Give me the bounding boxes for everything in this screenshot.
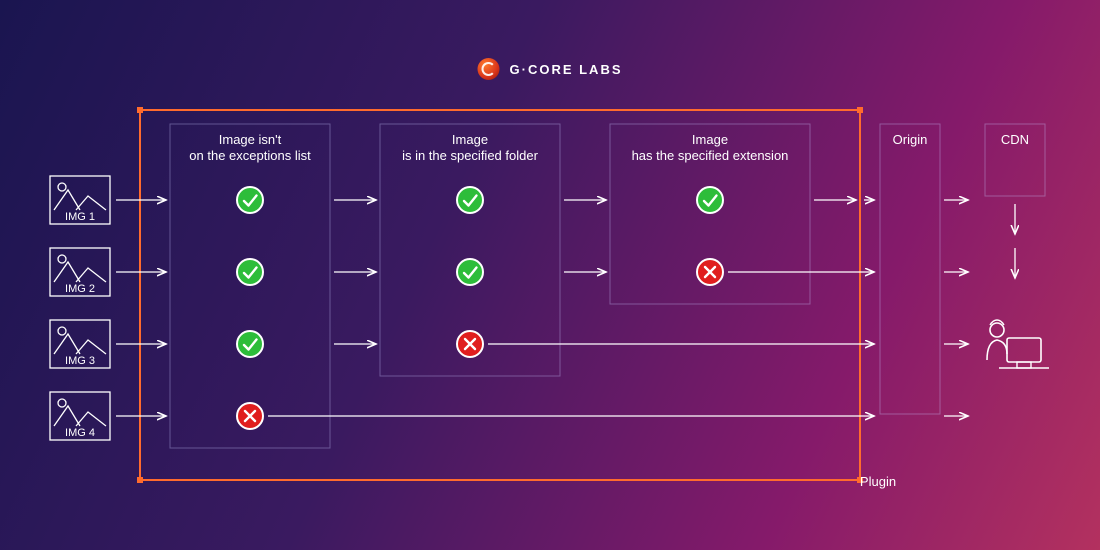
svg-text:IMG 1: IMG 1 <box>65 211 95 223</box>
svg-text:IMG 4: IMG 4 <box>65 427 95 439</box>
svg-text:on the exceptions list: on the exceptions list <box>189 148 311 163</box>
diagram-canvas: Plugin Image isn'ton the exceptions list I… <box>0 0 1100 550</box>
pass-icon <box>457 259 483 285</box>
svg-text:IMG 3: IMG 3 <box>65 355 95 367</box>
svg-text:has the specified extension: has the specified extension <box>632 148 789 163</box>
user-icon <box>987 320 1049 368</box>
pass-icon <box>697 187 723 213</box>
origin-box <box>880 124 940 414</box>
pass-icon <box>237 259 263 285</box>
svg-text:Image isn't: Image isn't <box>219 132 282 147</box>
svg-text:Origin: Origin <box>893 132 928 147</box>
pass-icon <box>237 187 263 213</box>
svg-text:IMG 2: IMG 2 <box>65 283 95 295</box>
pass-icon <box>457 187 483 213</box>
svg-text:Plugin: Plugin <box>860 474 896 489</box>
svg-text:Image: Image <box>452 132 488 147</box>
svg-text:CDN: CDN <box>1001 132 1029 147</box>
svg-text:is in the specified folder: is in the specified folder <box>402 148 539 163</box>
pass-icon <box>237 331 263 357</box>
svg-text:Image: Image <box>692 132 728 147</box>
